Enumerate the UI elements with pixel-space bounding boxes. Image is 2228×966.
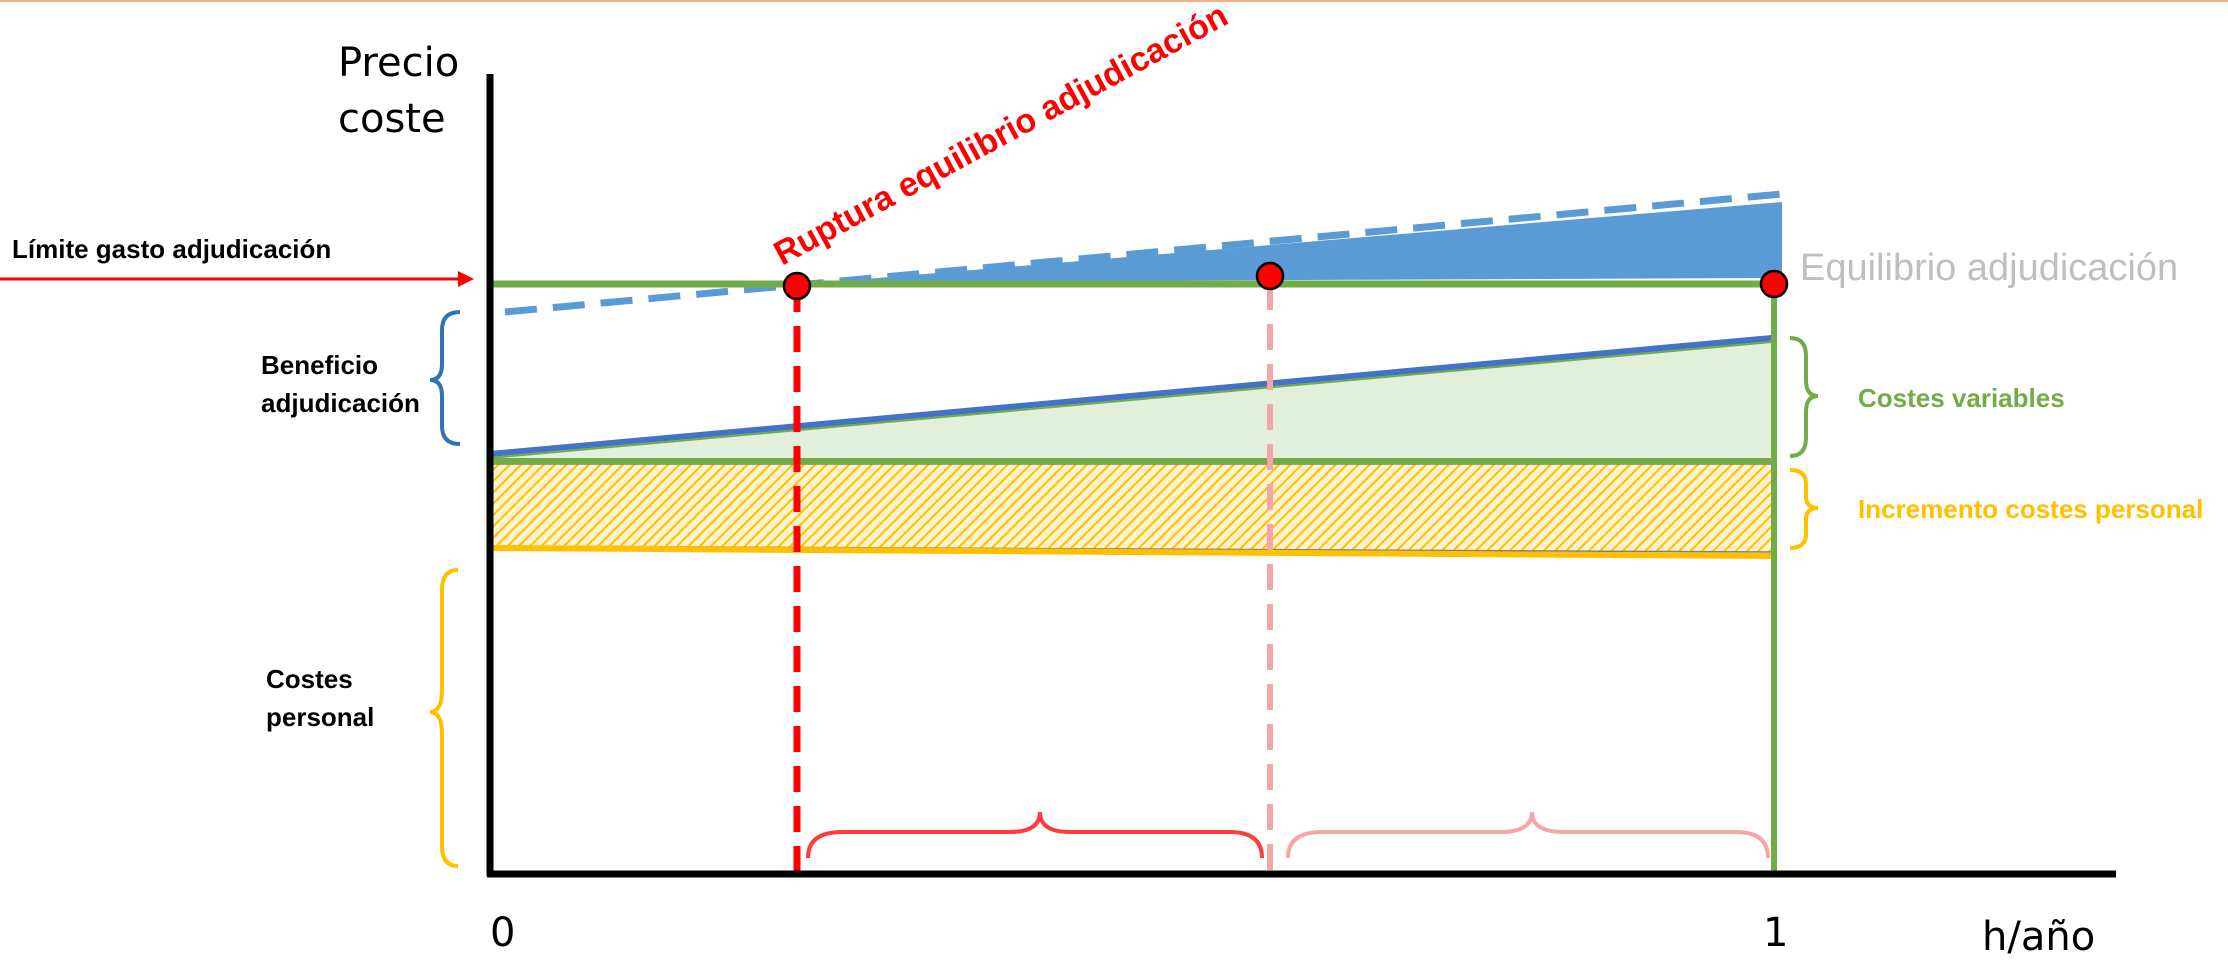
equilibrium-label: Equilibrio adjudicación <box>1800 247 2178 289</box>
x-tick-start: 0 <box>490 910 515 956</box>
limit-arrow-head <box>458 271 474 287</box>
equilibrium-point <box>1759 269 1789 299</box>
benefit-label-line1: Beneficio <box>261 350 378 380</box>
price-area <box>830 202 1782 282</box>
top-rule <box>0 0 2228 2</box>
price-dashed-line <box>504 190 1783 316</box>
personnel-label-line1: Costes <box>266 664 353 694</box>
cost-line-edge <box>489 341 1773 459</box>
personnel-cost-line <box>489 545 1775 559</box>
benefit-brace <box>429 310 461 446</box>
personnel-increase-brace <box>1789 468 1819 550</box>
cost-line <box>489 335 1773 457</box>
middle-point <box>1255 261 1285 291</box>
bottom-brace-red <box>806 811 1264 859</box>
x-tick-end: 1 <box>1763 910 1788 956</box>
personnel-label-line2: personal <box>266 702 374 732</box>
x-axis-label: h/año <box>1982 914 2095 960</box>
rupture-label: Ruptura equilibrio adjudicación <box>768 0 1234 273</box>
personnel-increase-area <box>489 463 1773 553</box>
personnel-brace <box>429 568 459 868</box>
rupture-point <box>782 271 812 301</box>
y-axis-label-line1: Precio <box>338 40 459 86</box>
variable-costs-brace <box>1789 336 1819 458</box>
limit-label: Límite gasto adjudicación <box>12 234 331 264</box>
bottom-brace-light <box>1286 811 1770 859</box>
variable-costs-label: Costes variables <box>1858 383 2065 413</box>
benefit-label-line2: adjudicación <box>261 388 420 418</box>
personnel-increase-label: Incremento costes personal <box>1858 494 2203 524</box>
y-axis-label-line2: coste <box>338 96 446 142</box>
